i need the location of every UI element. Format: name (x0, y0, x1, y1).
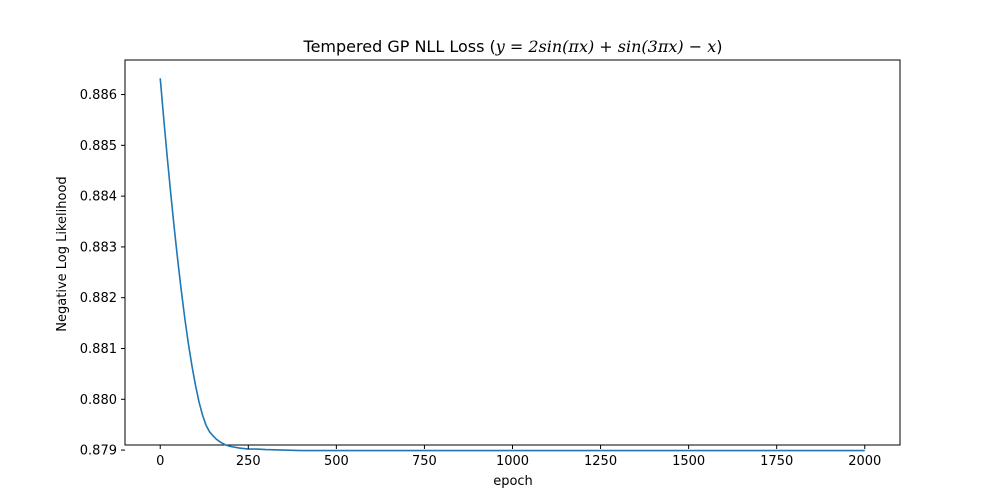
y-tick-label: 0.884 (80, 190, 117, 205)
y-tick-label: 0.881 (80, 342, 117, 357)
series-line-0 (159, 78, 865, 452)
y-tick-label: 0.883 (80, 240, 117, 255)
x-tick-label: 750 (412, 454, 437, 469)
series-layer (159, 78, 865, 452)
x-tick-label: 2000 (848, 454, 881, 469)
y-tick-label: 0.879 (80, 444, 117, 459)
x-axis-label: epoch (493, 474, 533, 489)
x-axis-ticks: 0 250 500 750 1000 1250 1500 1750 2000 (156, 445, 881, 469)
plot-frame (124, 59, 901, 446)
x-tick-label: 1750 (760, 454, 793, 469)
y-tick-label: 0.885 (80, 139, 117, 154)
chart-title-prefix: Tempered GP NLL Loss ( (303, 37, 496, 56)
x-tick-label: 250 (236, 454, 261, 469)
y-tick-label: 0.886 (80, 88, 117, 103)
y-tick-label: 0.882 (80, 291, 117, 306)
y-axis-ticks: 0.879 0.880 0.881 0.882 0.883 0.884 0.885 0.886 (80, 88, 125, 459)
x-tick-label: 1250 (584, 454, 617, 469)
y-tick-label: 0.880 (80, 393, 117, 408)
chart-title-suffix: ) (716, 37, 722, 56)
chart-title: Tempered GP NLL Loss (y = 2sin(πx) + sin… (303, 37, 723, 56)
plot-area (124, 59, 901, 446)
chart-title-equation: y = 2sin(πx) + sin(3πx) − x (495, 37, 716, 56)
x-tick-label: 0 (156, 454, 164, 469)
y-axis-label: Negative Log Likelihood (55, 176, 70, 331)
x-tick-label: 500 (324, 454, 349, 469)
x-tick-label: 1500 (672, 454, 705, 469)
x-tick-label: 1000 (496, 454, 529, 469)
